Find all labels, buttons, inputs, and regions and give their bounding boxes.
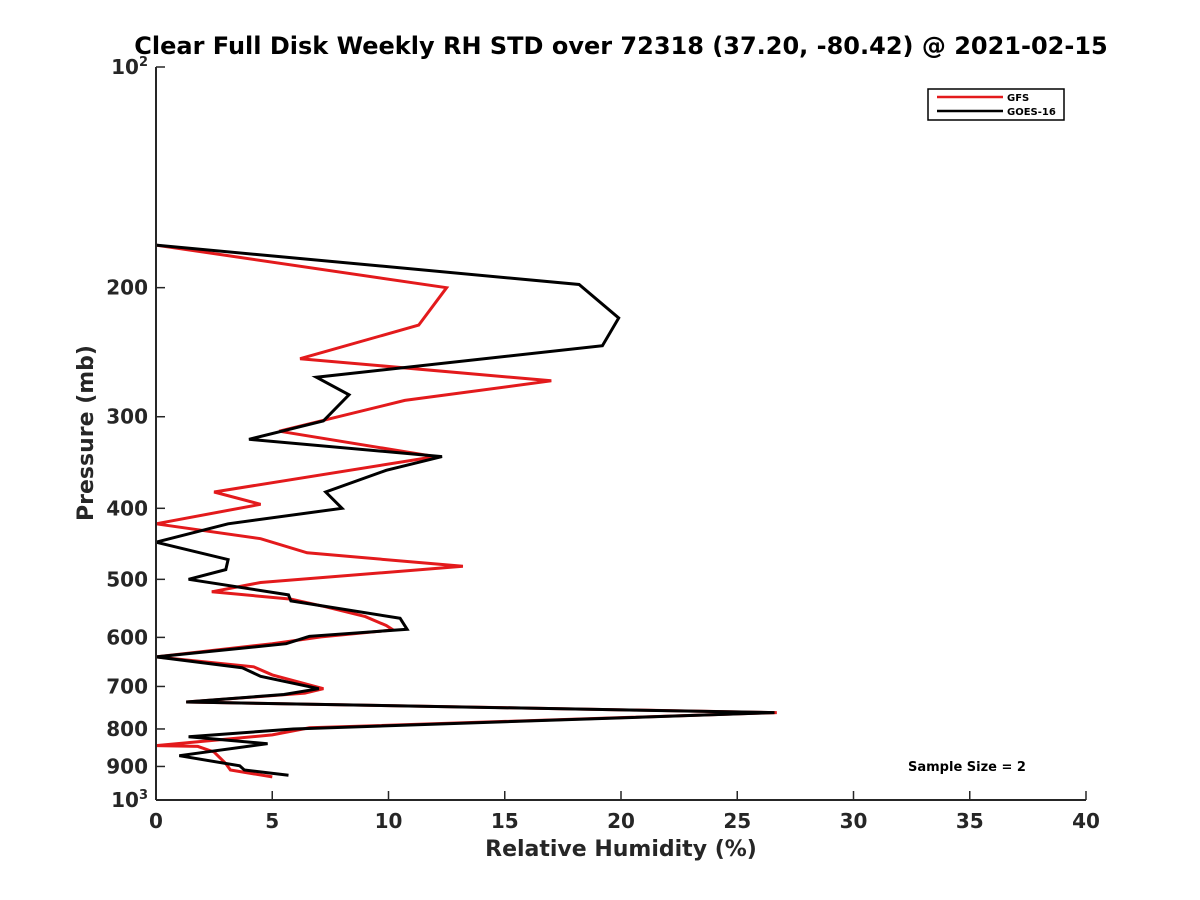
- y-axis-label: Pressure (mb): [74, 345, 99, 521]
- legend: GFS GOES-16: [927, 88, 1065, 121]
- x-tick-label: 25: [723, 809, 751, 833]
- y-tick-label: 500: [106, 567, 148, 591]
- series-line-goes-16: [155, 243, 775, 777]
- y-tick-label: 200: [106, 276, 148, 300]
- x-ticks: 0 5 10 15 20 25 30 35 40: [149, 791, 1100, 833]
- y-tick-label: 400: [106, 496, 148, 520]
- x-axis-label: Relative Humidity (%): [485, 837, 757, 862]
- sample-size-annotation: Sample Size = 2: [908, 760, 1026, 775]
- y-tick-label: 700: [106, 674, 148, 698]
- x-tick-label: 35: [956, 809, 984, 833]
- x-tick-label: 20: [607, 809, 635, 833]
- legend-box: [927, 88, 1065, 121]
- plot-area: 0 5 10 15 20 25 30 35 40 10220030040050060070080…: [106, 55, 1100, 833]
- chart-title: Clear Full Disk Weekly RH STD over 72318…: [134, 32, 1107, 60]
- legend-label-goes-16: GOES-16: [1007, 107, 1056, 118]
- x-tick-label: 30: [840, 809, 868, 833]
- series-line-gfs: [155, 243, 777, 779]
- y-tick-label: 300: [106, 405, 148, 429]
- y-tick-label: 800: [106, 717, 148, 741]
- x-tick-label: 40: [1072, 809, 1100, 833]
- y-tick-label: 900: [106, 754, 148, 778]
- legend-label-gfs: GFS: [1007, 93, 1029, 104]
- x-tick-label: 10: [375, 809, 403, 833]
- x-tick-label: 5: [265, 809, 279, 833]
- x-tick-label: 15: [491, 809, 519, 833]
- series-layer: [155, 243, 777, 779]
- y-tick-label: 600: [106, 625, 148, 649]
- x-tick-label: 0: [149, 809, 163, 833]
